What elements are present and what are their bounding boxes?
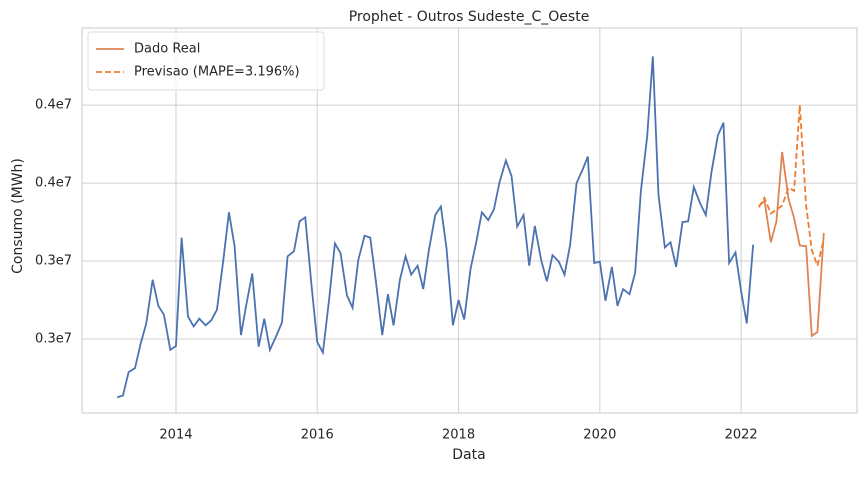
plot-frame [81,27,858,414]
y-tick-label: 0.4e7 [35,176,72,191]
series-line [758,105,825,269]
x-axis-label: Data [452,447,485,463]
y-tick-label: 0.3e7 [35,331,72,346]
x-tick-label: 2018 [442,428,475,443]
legend-box [87,31,325,91]
series-line [758,151,825,338]
series-line [117,56,755,399]
x-tick-label: 2022 [725,428,758,443]
y-axis-label: Consumo (MWh) [10,158,26,274]
x-tick-label: 2016 [301,428,334,443]
y-tick-label: 0.4e7 [35,98,72,113]
chart-title: Prophet - Outros Sudeste_C_Oeste [349,9,590,25]
x-tick-label: 2020 [583,428,616,443]
legend-label: Dado Real [134,42,200,57]
legend-label: Previsao (MAPE=3.196%) [134,65,300,80]
x-tick-label: 2014 [159,428,192,443]
y-tick-label: 0.3e7 [35,254,72,269]
